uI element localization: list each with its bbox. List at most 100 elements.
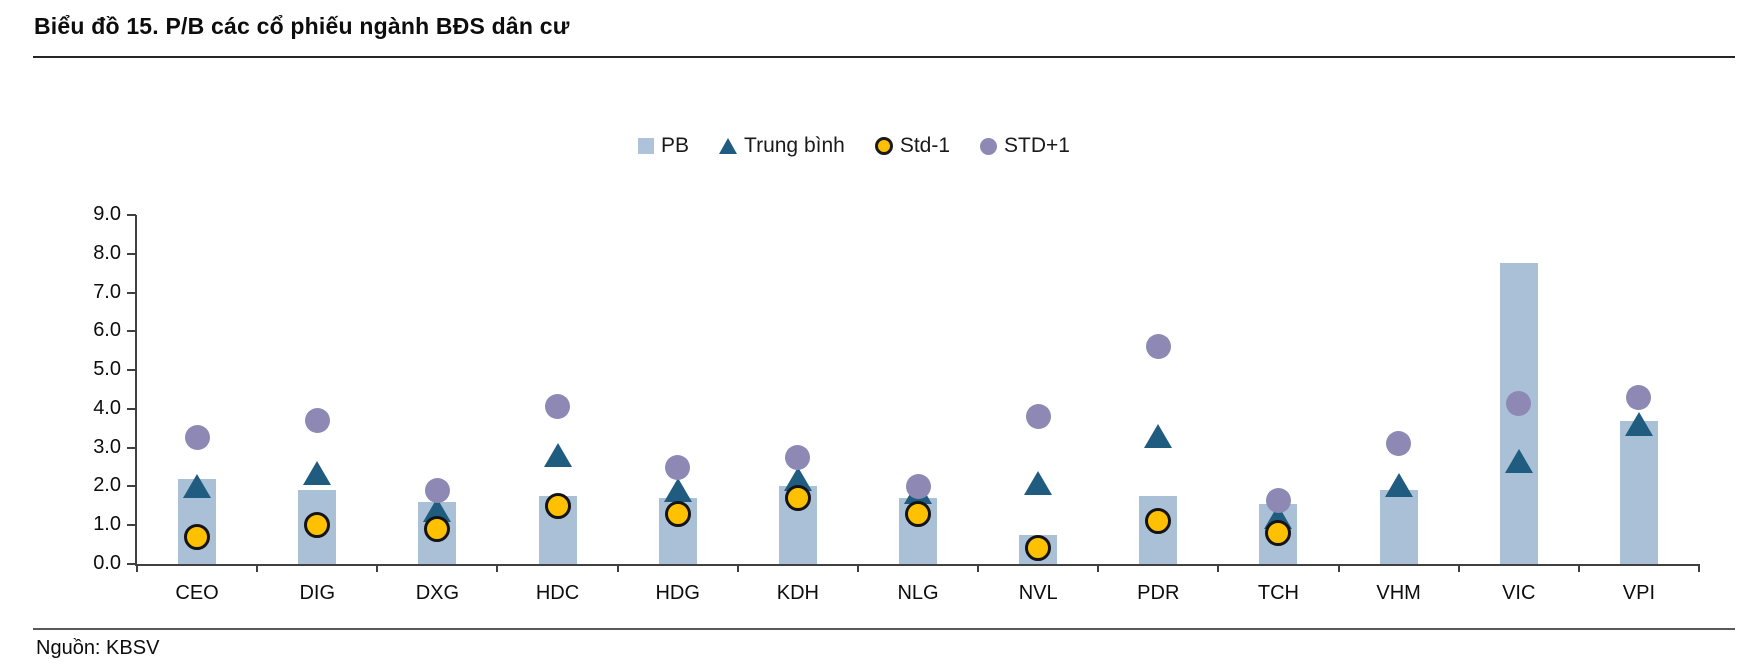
x-axis-category-label: HDC <box>535 582 580 604</box>
x-axis-category-label: VHM <box>1376 582 1421 604</box>
x-axis-tick <box>1698 564 1700 572</box>
x-axis-tick <box>1457 564 1460 572</box>
y-axis-tick-label: 6.0 <box>93 319 121 342</box>
mean-marker-CEO <box>183 474 212 499</box>
x-axis-tick <box>1337 564 1340 572</box>
x-axis-category-label: NLG <box>897 582 939 604</box>
x-axis-category-label: CEO <box>175 582 219 604</box>
pb-bar-VHM <box>1379 490 1418 564</box>
std-plus1-marker-CEO <box>184 425 210 451</box>
y-axis-tick <box>127 524 136 527</box>
title-divider <box>33 56 1735 58</box>
x-axis-tick <box>256 564 259 572</box>
x-axis-category-label: VIC <box>1502 582 1536 604</box>
y-axis-tick <box>127 369 136 372</box>
x-axis-tick <box>496 564 499 572</box>
x-axis-category-label: PDR <box>1137 582 1180 604</box>
std-plus1-marker-VPI <box>1626 384 1652 410</box>
legend-label: Trung bình <box>744 134 845 157</box>
x-axis-tick <box>1097 564 1100 572</box>
y-axis-tick <box>127 446 136 449</box>
y-axis-tick <box>127 330 136 333</box>
std-plus1-marker-HDC <box>545 394 571 420</box>
y-axis-tick-label: 9.0 <box>93 203 121 225</box>
legend-square-icon <box>638 138 655 154</box>
std-plus1-marker-NLG <box>905 473 931 499</box>
std-minus1-marker-KDH <box>784 485 811 512</box>
mean-marker-DIG <box>303 460 332 485</box>
x-axis-category-label: DIG <box>299 582 335 604</box>
std-minus1-marker-NLG <box>905 500 931 527</box>
std-minus1-marker-NVL <box>1025 535 1052 562</box>
y-axis-tick <box>127 291 136 294</box>
std-plus1-marker-PDR <box>1145 334 1171 360</box>
y-axis-tick <box>127 407 136 410</box>
y-axis-tick-label: 4.0 <box>93 396 121 419</box>
std-plus1-marker-NVL <box>1025 404 1051 430</box>
std-plus1-marker-VHM <box>1386 431 1412 457</box>
std-minus1-marker-HDG <box>664 500 691 527</box>
mean-marker-NVL <box>1024 470 1053 495</box>
std-plus1-marker-HDG <box>665 454 691 480</box>
legend-item-1: Trung bình <box>719 134 845 158</box>
std-minus1-marker-HDC <box>544 492 571 519</box>
std-plus1-marker-DIG <box>304 408 330 434</box>
y-axis-tick-label: 8.0 <box>93 241 121 264</box>
std-plus1-marker-TCH <box>1265 487 1291 513</box>
x-axis-tick <box>136 564 138 572</box>
mean-marker-PDR <box>1144 424 1173 449</box>
x-axis-category-label: HDG <box>655 582 700 604</box>
legend-label: STD+1 <box>1004 134 1070 157</box>
y-axis-tick-label: 0.0 <box>93 552 121 574</box>
std-plus1-marker-KDH <box>785 444 811 470</box>
std-minus1-marker-DIG <box>304 512 331 539</box>
mean-marker-VPI <box>1624 412 1653 437</box>
mean-marker-HDG <box>663 478 692 503</box>
mean-marker-VIC <box>1504 449 1533 474</box>
x-axis-category-label: TCH <box>1257 582 1300 604</box>
y-axis-tick <box>127 485 136 488</box>
footer-divider <box>33 628 1735 630</box>
y-axis-tick-label: 1.0 <box>93 513 121 536</box>
legend-item-3: STD+1 <box>980 134 1070 158</box>
source-note: Nguồn: KBSV <box>36 637 160 659</box>
x-axis-tick <box>616 564 619 572</box>
x-axis-category-label: NVL <box>1018 582 1058 604</box>
chart-title: Biểu đồ 15. P/B các cổ phiếu ngành BĐS d… <box>34 13 570 39</box>
y-axis-tick <box>127 214 136 216</box>
std-plus1-marker-VIC <box>1506 390 1532 416</box>
std-minus1-marker-DXG <box>424 516 451 543</box>
mean-marker-VHM <box>1384 472 1413 497</box>
legend-circle-yellow-icon <box>874 137 893 155</box>
legend-label: Std-1 <box>899 134 951 157</box>
std-minus1-marker-PDR <box>1145 508 1172 535</box>
legend-circle-purple-icon <box>980 137 998 155</box>
x-axis-category-label: VPI <box>1622 582 1656 604</box>
x-axis-category-label: KDH <box>776 582 819 604</box>
x-axis-tick <box>856 564 859 572</box>
legend-label: PB <box>661 134 690 157</box>
y-axis-tick-label: 7.0 <box>93 280 121 303</box>
y-axis-tick-label: 2.0 <box>93 474 121 497</box>
x-axis-category-label: DXG <box>415 582 460 604</box>
y-axis-tick-label: 3.0 <box>93 435 121 458</box>
plot-area: 0.0 1.0 2.0 3.0 4.0 5.0 6.0 7.0 8.0 9.0 CEO DIG DXG H… <box>93 203 1700 604</box>
x-axis-tick <box>376 564 379 572</box>
x-axis-tick <box>1217 564 1220 572</box>
pb-bar-VPI <box>1619 420 1658 564</box>
legend-item-2: Std-1 <box>874 134 951 158</box>
y-axis-tick <box>127 252 136 255</box>
legend-item-0: PB <box>638 134 689 158</box>
x-axis-tick <box>977 564 980 572</box>
chart-legend: PB Trung bình Std-1 STD+1 <box>0 134 1726 158</box>
mean-marker-HDC <box>543 443 572 468</box>
legend-triangle-icon <box>719 138 738 154</box>
y-axis-tick <box>127 563 136 565</box>
std-minus1-marker-CEO <box>184 523 211 550</box>
x-axis-tick <box>1577 564 1580 572</box>
std-minus1-marker-TCH <box>1265 519 1292 546</box>
x-axis-tick <box>736 564 739 572</box>
std-plus1-marker-DXG <box>424 477 450 503</box>
y-axis-tick-label: 5.0 <box>93 358 121 381</box>
